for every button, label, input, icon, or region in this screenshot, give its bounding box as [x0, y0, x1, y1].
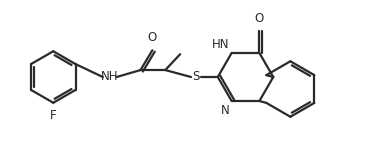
Text: N: N	[221, 104, 229, 117]
Text: S: S	[192, 71, 200, 83]
Text: O: O	[255, 12, 264, 25]
Text: O: O	[148, 31, 157, 44]
Text: NH: NH	[101, 71, 118, 83]
Text: F: F	[50, 109, 57, 122]
Text: HN: HN	[212, 38, 229, 51]
